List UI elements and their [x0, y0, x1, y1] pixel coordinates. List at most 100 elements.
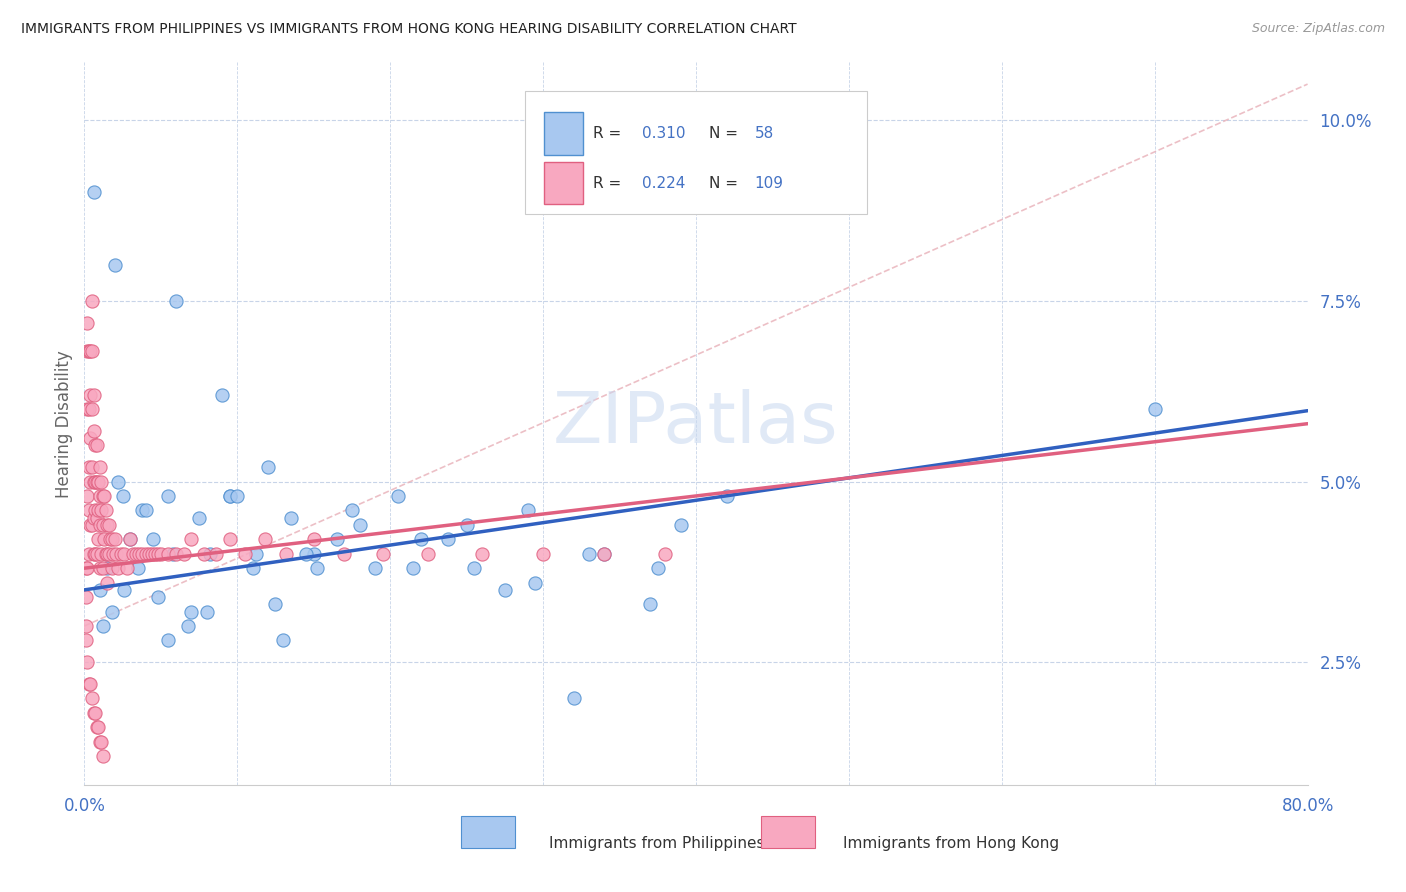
Point — [75, 561, 97, 575]
Text: 58: 58 — [755, 126, 773, 141]
Point — [111, 489, 134, 503]
Point — [76, 561, 98, 575]
Point — [91, 561, 114, 575]
Point — [494, 582, 516, 597]
Point — [97, 517, 120, 532]
Point — [135, 503, 157, 517]
Point — [87, 533, 110, 547]
Point — [280, 510, 302, 524]
Point — [86, 475, 108, 489]
Point — [198, 547, 221, 561]
Point — [79, 431, 101, 445]
Text: Immigrants from Hong Kong: Immigrants from Hong Kong — [842, 836, 1059, 851]
Point — [97, 547, 120, 561]
Point — [79, 475, 101, 489]
Point — [89, 517, 111, 532]
Point — [471, 547, 494, 561]
Point — [333, 547, 356, 561]
Point — [157, 489, 180, 503]
Point — [264, 598, 287, 612]
Text: N =: N = — [710, 126, 744, 141]
Point — [84, 547, 107, 561]
Point — [83, 186, 105, 200]
Point — [131, 547, 153, 561]
Point — [371, 547, 394, 561]
Point — [245, 547, 267, 561]
Point — [80, 691, 103, 706]
Point — [96, 547, 118, 561]
FancyBboxPatch shape — [544, 161, 583, 204]
Point — [76, 402, 98, 417]
Point — [76, 489, 98, 503]
Text: Source: ZipAtlas.com: Source: ZipAtlas.com — [1251, 22, 1385, 36]
Point — [94, 503, 117, 517]
Text: R =: R = — [593, 126, 626, 141]
Point — [80, 460, 103, 475]
Point — [138, 547, 160, 561]
FancyBboxPatch shape — [544, 112, 583, 154]
Point — [86, 438, 108, 452]
Point — [128, 547, 150, 561]
Point — [218, 533, 240, 547]
Point — [80, 517, 103, 532]
Point — [173, 547, 195, 561]
Point — [80, 344, 103, 359]
Point — [142, 533, 165, 547]
Point — [127, 561, 149, 575]
Point — [87, 720, 110, 734]
Point — [253, 533, 276, 547]
Point — [242, 561, 264, 575]
Point — [79, 517, 101, 532]
Point — [402, 561, 425, 575]
Point — [79, 388, 101, 402]
Point — [409, 533, 432, 547]
Point — [76, 655, 98, 669]
Point — [120, 533, 142, 547]
Text: 109: 109 — [755, 176, 783, 191]
Point — [418, 547, 440, 561]
Point — [149, 547, 172, 561]
Point — [562, 691, 585, 706]
Point — [89, 561, 111, 575]
Point — [90, 475, 112, 489]
Point — [80, 293, 103, 308]
Text: N =: N = — [710, 176, 744, 191]
Point — [75, 633, 97, 648]
Point — [90, 734, 112, 748]
Point — [218, 489, 240, 503]
Point — [91, 619, 114, 633]
Point — [593, 547, 616, 561]
Point — [96, 575, 118, 590]
Point — [135, 547, 157, 561]
Text: 0.310: 0.310 — [643, 126, 686, 141]
Point — [157, 633, 180, 648]
Point — [165, 293, 187, 308]
Point — [86, 510, 108, 524]
Point — [669, 517, 692, 532]
Point — [122, 547, 145, 561]
Point — [157, 547, 180, 561]
Text: R =: R = — [593, 176, 626, 191]
Point — [76, 344, 98, 359]
Point — [146, 590, 169, 604]
Point — [162, 547, 184, 561]
Point — [101, 605, 124, 619]
Point — [83, 706, 105, 720]
Point — [180, 605, 202, 619]
Point — [101, 561, 124, 575]
Point — [89, 460, 111, 475]
Point — [205, 547, 228, 561]
Point — [75, 590, 97, 604]
Point — [94, 547, 117, 561]
Text: 0.224: 0.224 — [643, 176, 686, 191]
Point — [141, 547, 163, 561]
FancyBboxPatch shape — [524, 91, 868, 214]
Point — [96, 517, 118, 532]
Point — [91, 517, 114, 532]
Point — [233, 547, 256, 561]
Point — [84, 706, 107, 720]
Point — [84, 438, 107, 452]
Point — [83, 388, 105, 402]
Point — [387, 489, 409, 503]
FancyBboxPatch shape — [461, 816, 515, 847]
